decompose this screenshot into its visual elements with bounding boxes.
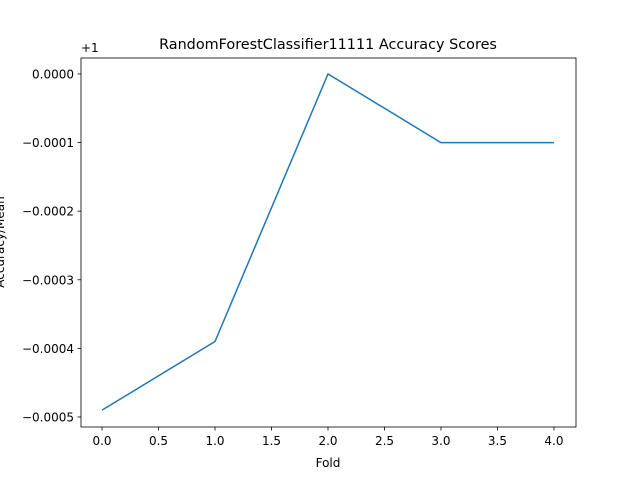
y-tick-label: 0.0000: [32, 67, 74, 81]
y-tick-label: −0.0003: [22, 273, 74, 287]
x-tick-label: 4.0: [544, 434, 563, 448]
x-tick-label: 3.0: [431, 434, 450, 448]
x-axis-label: Fold: [316, 456, 341, 470]
y-axis-label: Accuracy/Mean: [0, 196, 7, 288]
x-tick-label: 0.5: [149, 434, 168, 448]
y-tick-label: −0.0002: [22, 205, 74, 219]
x-tick-label: 3.5: [488, 434, 507, 448]
x-tick-label: 2.0: [318, 434, 337, 448]
x-tick-label: 2.5: [375, 434, 394, 448]
chart-title: RandomForestClassifier11111 Accuracy Sco…: [159, 37, 497, 53]
y-offset-text: +1: [81, 41, 99, 55]
x-tick-label: 1.5: [262, 434, 281, 448]
data-line: [101, 72, 554, 411]
x-tick-label: 0.0: [92, 434, 111, 448]
y-tick-label: −0.0005: [22, 410, 74, 424]
plot-frame: [80, 57, 577, 428]
x-tick-label: 1.0: [205, 434, 224, 448]
y-tick-label: −0.0004: [22, 342, 74, 356]
y-tick-label: −0.0001: [22, 136, 74, 150]
